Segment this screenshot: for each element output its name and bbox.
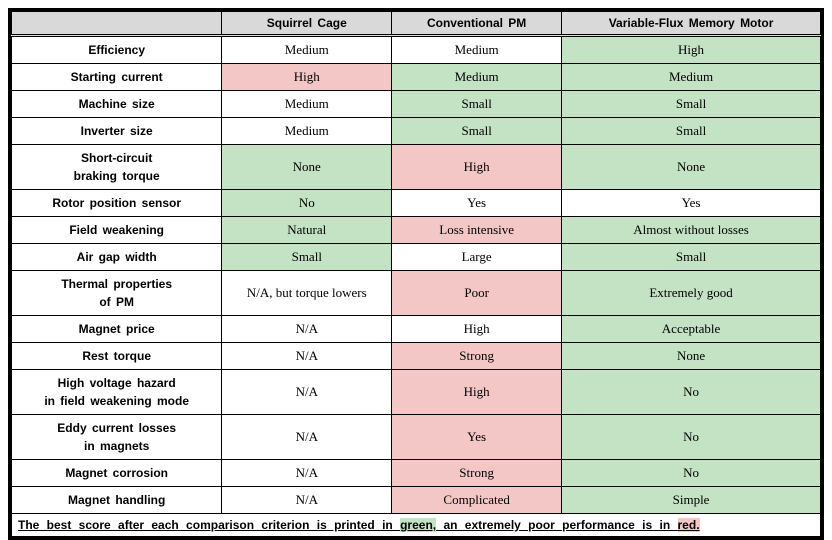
table-row: Starting currentHighMediumMedium	[12, 64, 821, 91]
table-row: High voltage hazardin field weakening mo…	[12, 370, 821, 415]
cell: N/A	[222, 370, 392, 415]
cell: N/A	[222, 343, 392, 370]
row-label: Magnet handling	[12, 487, 222, 514]
row-label: Machine size	[12, 91, 222, 118]
row-label: Eddy current lossesin magnets	[12, 415, 222, 460]
table-row: Magnet priceN/AHighAcceptable	[12, 316, 821, 343]
cell: Medium	[222, 91, 392, 118]
cell: Yes	[392, 415, 562, 460]
header-row: Squirrel Cage Conventional PM Variable-F…	[12, 12, 821, 36]
cell: No	[562, 415, 821, 460]
cell: Strong	[392, 460, 562, 487]
cell: Complicated	[392, 487, 562, 514]
cell: No	[562, 460, 821, 487]
cell: No	[222, 190, 392, 217]
row-label: Rest torque	[12, 343, 222, 370]
cell: Almost without losses	[562, 217, 821, 244]
cell: Medium	[392, 64, 562, 91]
cell: Poor	[392, 271, 562, 316]
cell: Yes	[562, 190, 821, 217]
header-squirrel-cage: Squirrel Cage	[222, 12, 392, 36]
row-label: Field weakening	[12, 217, 222, 244]
cell: None	[562, 343, 821, 370]
cell: Extremely good	[562, 271, 821, 316]
table-row: Rotor position sensorNoYesYes	[12, 190, 821, 217]
cell: Small	[562, 244, 821, 271]
header-blank	[12, 12, 222, 36]
cell: N/A	[222, 460, 392, 487]
cell: Strong	[392, 343, 562, 370]
comparison-table: Squirrel Cage Conventional PM Variable-F…	[11, 11, 821, 537]
row-label: Thermal propertiesof PM	[12, 271, 222, 316]
cell: None	[562, 145, 821, 190]
table-frame: Squirrel Cage Conventional PM Variable-F…	[8, 8, 824, 540]
table-row: Rest torqueN/AStrongNone	[12, 343, 821, 370]
table-row: Field weakeningNaturalLoss intensiveAlmo…	[12, 217, 821, 244]
row-label: High voltage hazardin field weakening mo…	[12, 370, 222, 415]
cell: Medium	[222, 36, 392, 64]
row-label: Air gap width	[12, 244, 222, 271]
table-row: Inverter sizeMediumSmallSmall	[12, 118, 821, 145]
cell: High	[392, 370, 562, 415]
cell: Yes	[392, 190, 562, 217]
table-row: Magnet handlingN/AComplicatedSimple	[12, 487, 821, 514]
cell: Large	[392, 244, 562, 271]
cell: Medium	[562, 64, 821, 91]
cell: Small	[222, 244, 392, 271]
row-label: Inverter size	[12, 118, 222, 145]
row-label: Efficiency	[12, 36, 222, 64]
cell: Acceptable	[562, 316, 821, 343]
cell: No	[562, 370, 821, 415]
cell: High	[392, 145, 562, 190]
cell: Simple	[562, 487, 821, 514]
header-conventional-pm: Conventional PM	[392, 12, 562, 36]
cell: N/A, but torque lowers	[222, 271, 392, 316]
cell: N/A	[222, 316, 392, 343]
table-body: EfficiencyMediumMediumHighStarting curre…	[12, 36, 821, 514]
table-container: Squirrel Cage Conventional PM Variable-F…	[0, 0, 832, 530]
cell: None	[222, 145, 392, 190]
row-label: Rotor position sensor	[12, 190, 222, 217]
cell: Small	[562, 91, 821, 118]
header-variable-flux: Variable-Flux Memory Motor	[562, 12, 821, 36]
cell: Natural	[222, 217, 392, 244]
row-label: Starting current	[12, 64, 222, 91]
table-row: Short-circuitbraking torqueNoneHighNone	[12, 145, 821, 190]
footer-note: The best score after each comparison cri…	[12, 514, 821, 537]
table-row: Air gap widthSmallLargeSmall	[12, 244, 821, 271]
cell: Loss intensive	[392, 217, 562, 244]
cell: Small	[562, 118, 821, 145]
cell: High	[222, 64, 392, 91]
table-row: Thermal propertiesof PMN/A, but torque l…	[12, 271, 821, 316]
table-row: Eddy current lossesin magnetsN/AYesNo	[12, 415, 821, 460]
cell: N/A	[222, 487, 392, 514]
cell: Small	[392, 91, 562, 118]
row-label: Magnet price	[12, 316, 222, 343]
cell: High	[562, 36, 821, 64]
table-row: Magnet corrosionN/AStrongNo	[12, 460, 821, 487]
cell: Medium	[392, 36, 562, 64]
table-row: Machine sizeMediumSmallSmall	[12, 91, 821, 118]
cell: Small	[392, 118, 562, 145]
row-label: Short-circuitbraking torque	[12, 145, 222, 190]
table-row: EfficiencyMediumMediumHigh	[12, 36, 821, 64]
cell: Medium	[222, 118, 392, 145]
footer-row: The best score after each comparison cri…	[12, 514, 821, 537]
row-label: Magnet corrosion	[12, 460, 222, 487]
cell: High	[392, 316, 562, 343]
cell: N/A	[222, 415, 392, 460]
